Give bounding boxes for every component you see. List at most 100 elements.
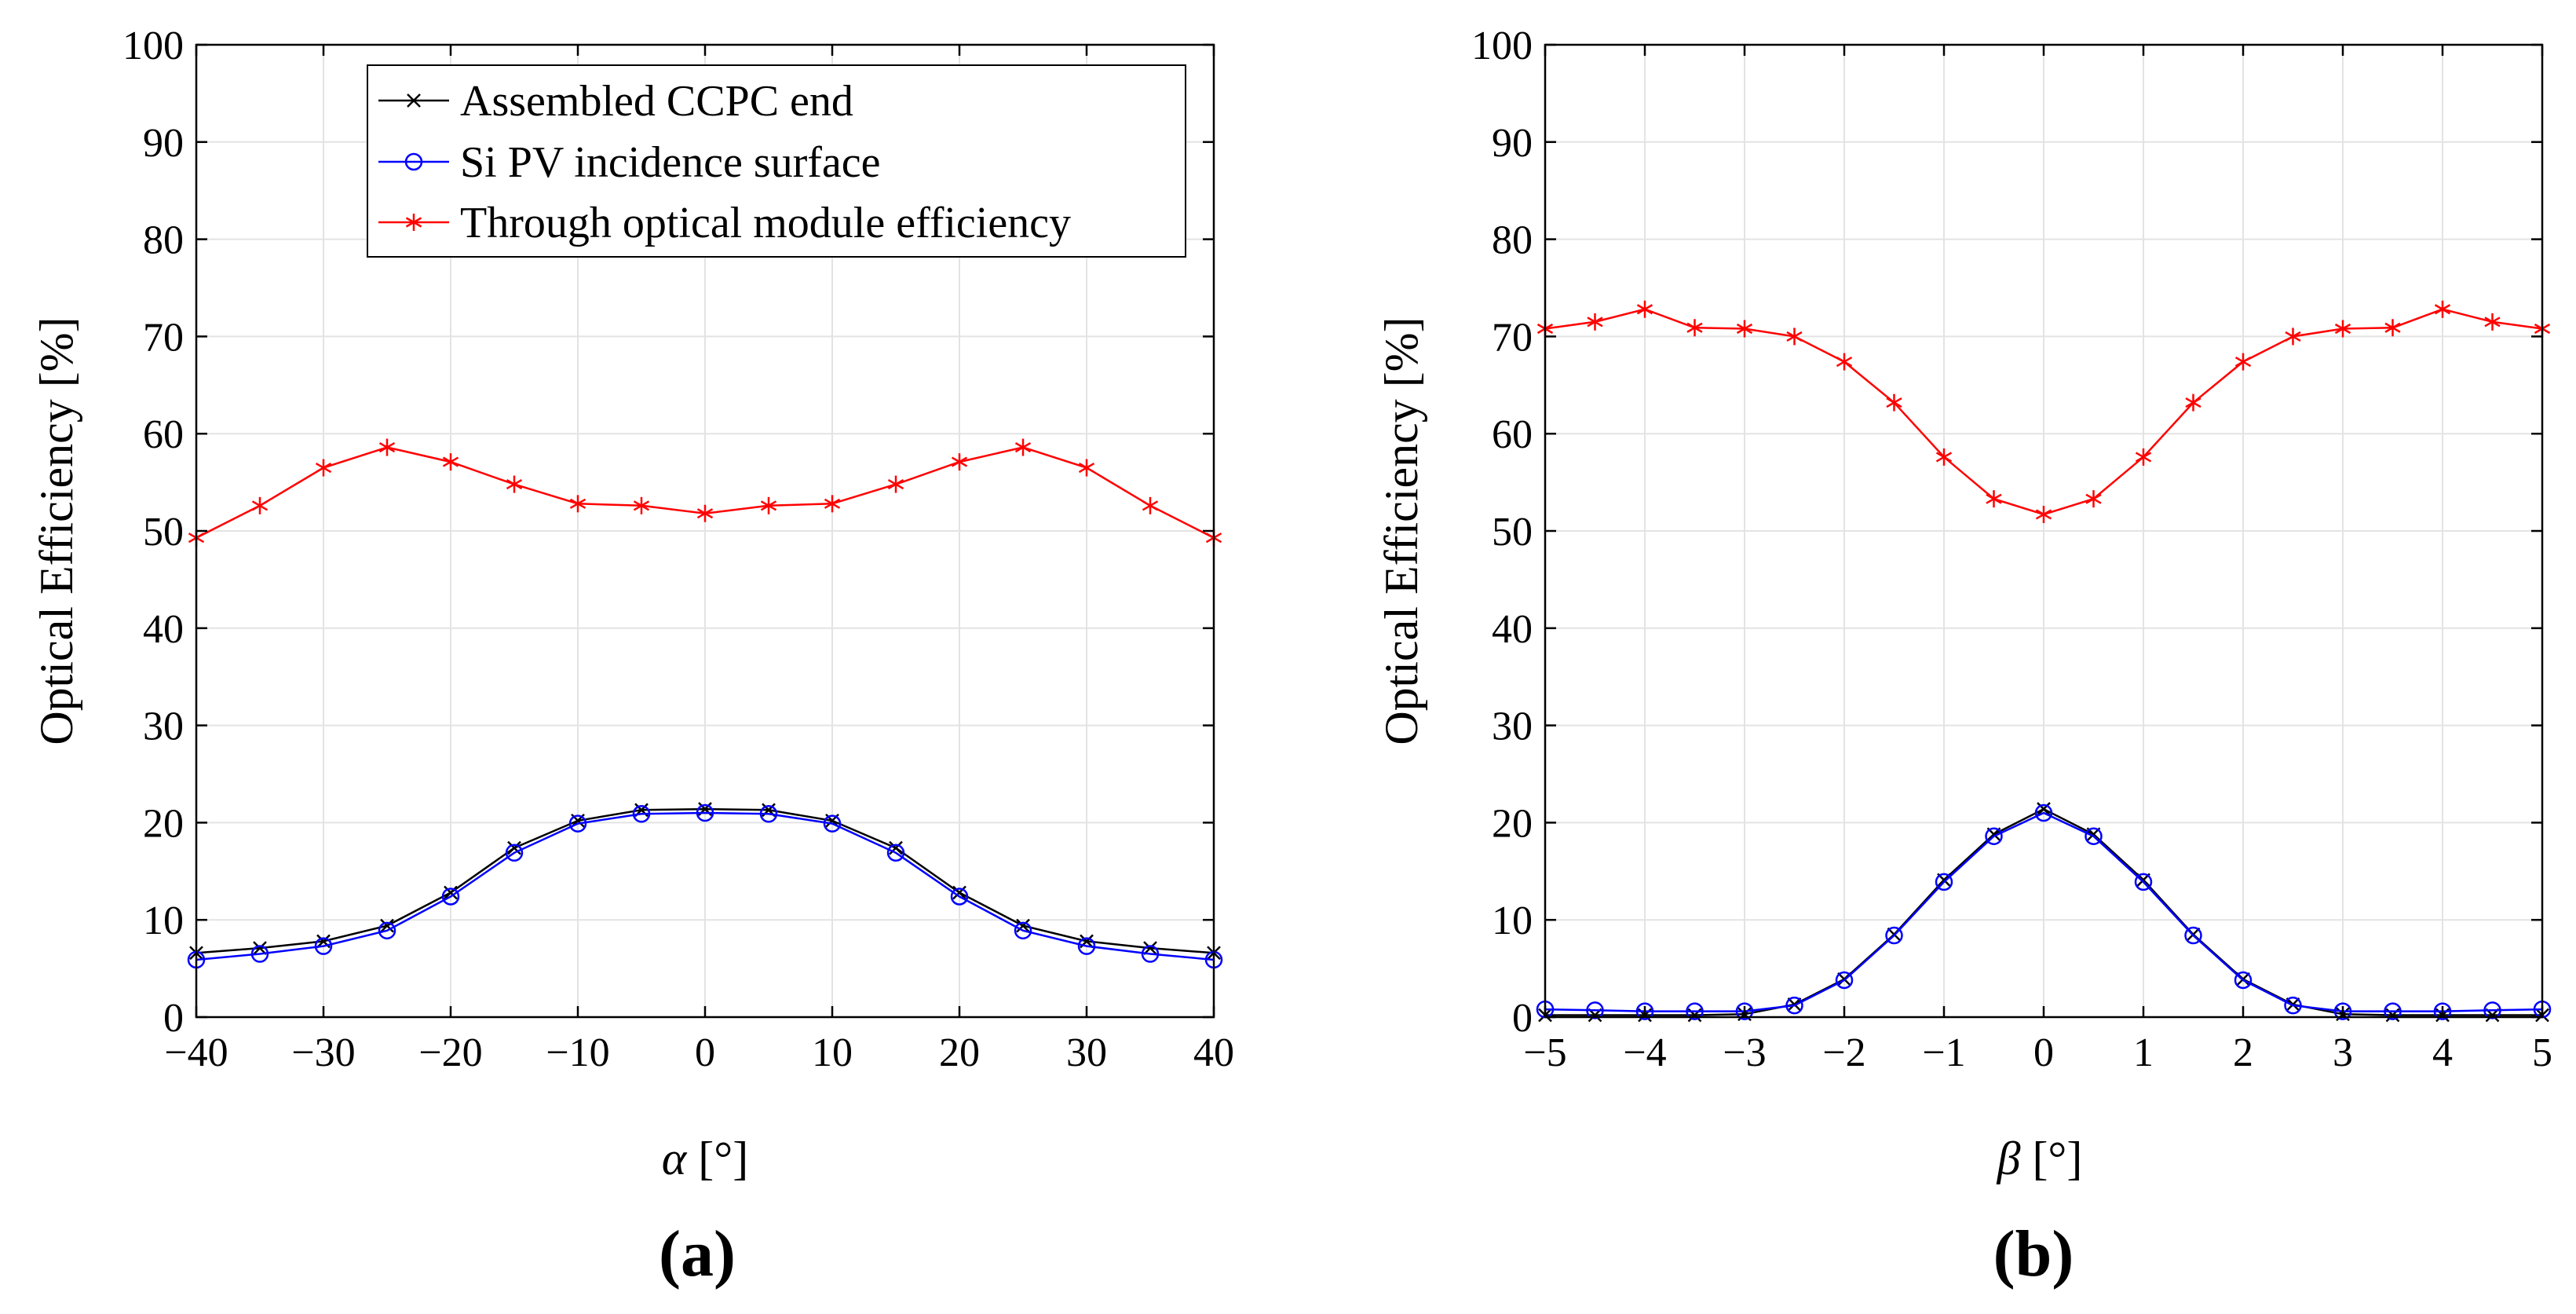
x-tick-label: 0 <box>695 1030 715 1075</box>
x-tick-label: 30 <box>1066 1030 1107 1075</box>
data-point-b-2-12 <box>2085 827 2103 845</box>
data-point-a-2-7 <box>568 814 587 833</box>
y-tick-label: 10 <box>143 899 184 943</box>
data-point-b-2-2 <box>1586 1001 1604 1019</box>
y-tick-label: 40 <box>1492 607 1533 652</box>
series-line-b-2 <box>1544 811 2543 1012</box>
data-point-b-2-10 <box>1985 827 2003 845</box>
data-point-b-2-17 <box>2333 1002 2352 1020</box>
data-point-b-3-7 <box>1836 353 1853 371</box>
x-tick-label: 20 <box>939 1030 980 1075</box>
chart-a: −40 −30 −20 −10 0 10 20 30 40 0 10 20 30 40 50 60 70 80 90… <box>31 24 1234 1290</box>
data-point-a-3-3 <box>315 459 332 477</box>
data-point-b-2-20 <box>2483 1001 2501 1019</box>
data-point-b-2-7 <box>1835 971 1854 990</box>
data-point-b-2-8 <box>1885 926 1903 945</box>
legend-box <box>367 64 1186 258</box>
x-tick-label: −1 <box>1922 1030 1965 1075</box>
legend-marker-circle <box>404 152 423 171</box>
panel-label-a: (a) <box>659 1217 736 1290</box>
y-tick-label: 60 <box>143 412 184 457</box>
data-point-b-2-13 <box>2134 873 2153 891</box>
data-point-a-3-10 <box>760 496 777 514</box>
y-tick-label: 90 <box>143 121 184 166</box>
data-point-b-3-15 <box>2234 353 2252 371</box>
data-point-b-2-11 <box>2034 803 2053 822</box>
x-tick-label: 5 <box>2532 1030 2552 1075</box>
data-point-a-3-8 <box>633 496 650 514</box>
data-point-a-3-12 <box>887 475 904 493</box>
x-axis-symbol-b: β <box>1997 1133 2021 1184</box>
data-point-b-3-14 <box>2185 393 2201 412</box>
data-point-b-3-12 <box>2085 490 2102 508</box>
data-point-a-2-16 <box>1141 945 1160 963</box>
data-point-b-3-19 <box>2434 300 2451 318</box>
x-tick-label: 0 <box>2033 1030 2054 1075</box>
data-point-b-2-19 <box>2433 1002 2452 1020</box>
y-axis-label-a: Optical Efficiency [%] <box>31 317 82 745</box>
data-point-a-1-4 <box>380 918 394 933</box>
data-point-a-3-9 <box>696 504 714 522</box>
data-point-b-3-8 <box>1886 393 1902 412</box>
legend-entry-2: Si PV incidence surface <box>378 138 880 187</box>
data-point-a-2-6 <box>505 844 524 862</box>
data-point-a-3-11 <box>824 495 841 513</box>
data-point-a-1-5 <box>444 885 458 900</box>
data-point-a-1-16 <box>1143 941 1157 955</box>
data-point-a-2-8 <box>632 805 651 823</box>
data-point-b-2-15 <box>2234 971 2253 990</box>
y-tick-label: 90 <box>1492 121 1533 166</box>
data-point-a-2-3 <box>314 937 333 955</box>
series-a <box>187 438 1223 969</box>
y-tick-label: 0 <box>163 996 184 1041</box>
data-point-a-1-12 <box>889 840 903 855</box>
x-tick-label: 10 <box>812 1030 853 1075</box>
x-tick-label: −30 <box>291 1030 355 1075</box>
y-tick-label: 50 <box>143 510 184 555</box>
y-axis-label-b: Optical Efficiency [%] <box>1376 317 1427 745</box>
data-point-b-2-3 <box>1635 1002 1654 1020</box>
data-point-b-2-4 <box>1686 1002 1704 1020</box>
y-tick-label: 0 <box>1512 996 1533 1041</box>
data-point-b-3-17 <box>2334 320 2351 338</box>
data-point-b-3-3 <box>1636 300 1653 318</box>
data-point-b-1-11 <box>2037 802 2051 816</box>
data-point-a-2-15 <box>1077 937 1096 955</box>
x-tick-label: −3 <box>1723 1030 1766 1075</box>
data-point-b-3-4 <box>1686 319 1703 337</box>
y-tick-label: 50 <box>1492 510 1533 555</box>
panel-label-b: (b) <box>1993 1217 2074 1290</box>
data-point-b-3-2 <box>1587 313 1603 331</box>
data-point-b-3-16 <box>2285 328 2301 346</box>
data-point-b-3-11 <box>2035 505 2052 523</box>
x-tick-label: −20 <box>418 1030 482 1075</box>
x-tick-label: −5 <box>1523 1030 1566 1075</box>
x-tick-label: −4 <box>1623 1030 1666 1075</box>
x-axis-symbol-a: α <box>662 1133 688 1184</box>
x-axis-label-a: α [°] <box>662 1133 748 1184</box>
data-point-a-1-14 <box>1016 918 1030 933</box>
y-tick-label: 30 <box>1492 705 1533 749</box>
data-point-a-2-11 <box>823 814 842 833</box>
legend-marker-x <box>407 93 421 108</box>
x-tick-label: 1 <box>2133 1030 2154 1075</box>
legend-entry-1: Assembled CCPC end <box>378 77 853 126</box>
legend-label-2: Si PV incidence surface <box>460 138 880 187</box>
data-point-a-2-14 <box>1014 921 1032 940</box>
data-point-b-2-5 <box>1735 1002 1754 1020</box>
y-tick-label: 70 <box>1492 315 1533 360</box>
x-tick-label: −10 <box>546 1030 609 1075</box>
legend: Assembled CCPC end Si PV incidence surfa… <box>367 64 1186 258</box>
data-point-b-3-10 <box>1986 490 2002 508</box>
data-point-a-2-5 <box>441 888 460 906</box>
data-point-b-2-14 <box>2184 926 2202 945</box>
legend-label-1: Assembled CCPC end <box>460 77 853 126</box>
y-tick-label: 100 <box>122 24 184 68</box>
y-tick-label: 80 <box>1492 218 1533 263</box>
data-point-b-2-9 <box>1935 873 1953 891</box>
data-point-a-3-16 <box>1142 496 1159 514</box>
legend-label-3: Through optical module efficiency <box>460 199 1071 247</box>
